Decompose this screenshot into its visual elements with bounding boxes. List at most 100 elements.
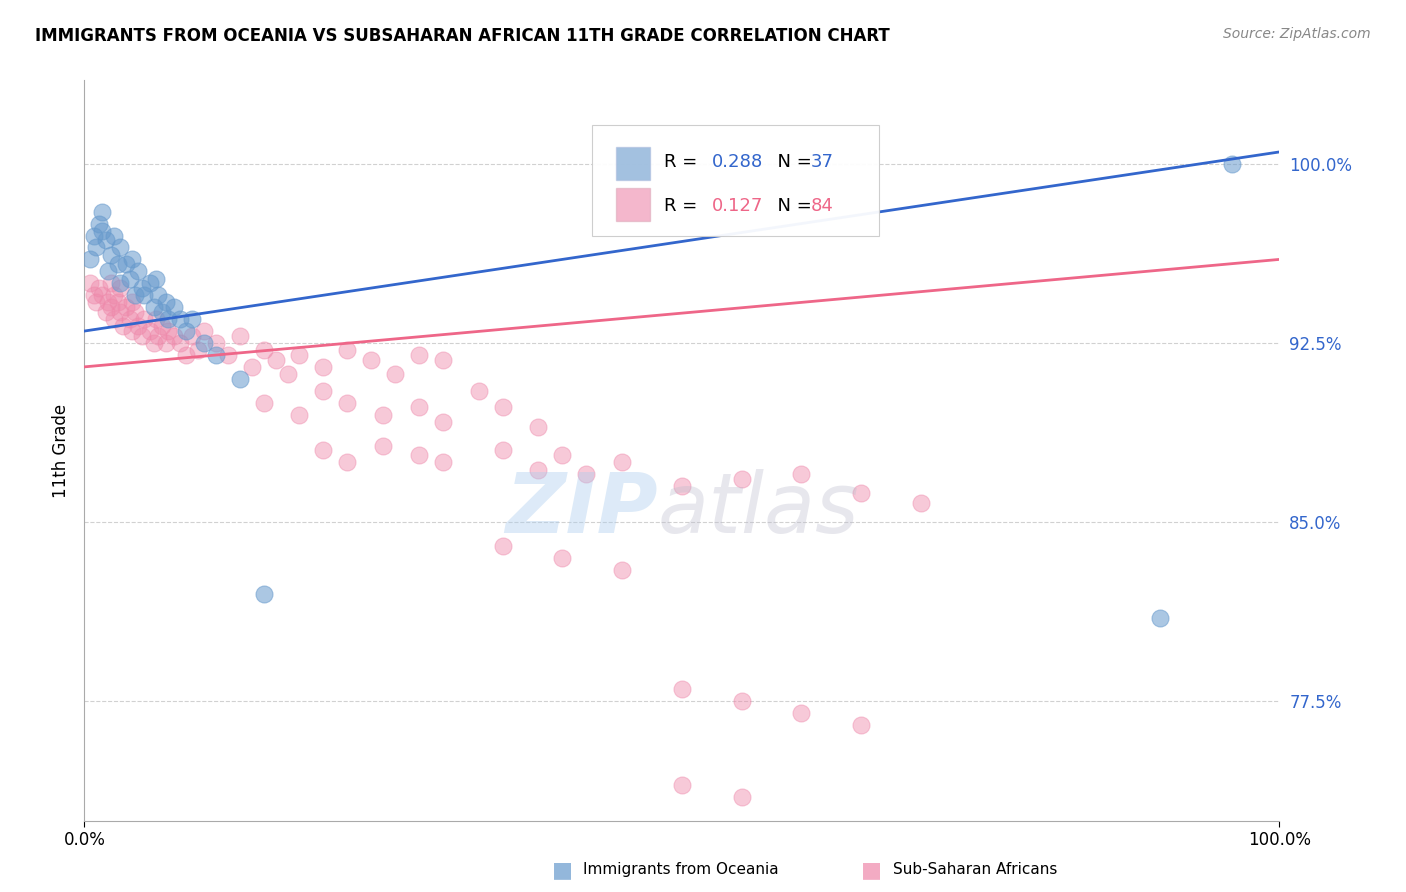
- Point: [181, 312, 204, 326]
- Point: [127, 319, 149, 334]
- Point: [157, 324, 180, 338]
- Text: 0.288: 0.288: [711, 153, 763, 170]
- Point: [155, 295, 177, 310]
- Point: [277, 367, 299, 381]
- Point: [408, 448, 430, 462]
- Point: [91, 288, 114, 302]
- Point: [671, 479, 693, 493]
- Text: 0.127: 0.127: [711, 197, 763, 215]
- Point: [91, 204, 114, 219]
- Text: N =: N =: [766, 153, 817, 170]
- Point: [86, 295, 108, 310]
- Point: [229, 372, 252, 386]
- Point: [360, 352, 382, 367]
- Point: [527, 462, 550, 476]
- Point: [671, 778, 693, 792]
- Point: [851, 486, 873, 500]
- Point: [155, 336, 177, 351]
- Point: [1149, 610, 1171, 624]
- Point: [205, 348, 228, 362]
- Point: [115, 257, 138, 271]
- Point: [103, 288, 125, 302]
- Point: [432, 352, 454, 367]
- Point: [110, 277, 132, 291]
- Point: [111, 319, 134, 334]
- Text: 84: 84: [811, 197, 834, 215]
- Point: [103, 312, 125, 326]
- Point: [107, 257, 129, 271]
- Point: [100, 247, 122, 261]
- Point: [373, 439, 395, 453]
- Point: [94, 305, 117, 319]
- Text: R =: R =: [664, 153, 703, 170]
- Point: [131, 281, 153, 295]
- Y-axis label: 11th Grade: 11th Grade: [52, 403, 70, 498]
- Point: [87, 281, 110, 295]
- Point: [118, 271, 141, 285]
- Point: [527, 419, 550, 434]
- Point: [97, 264, 120, 278]
- Text: 37: 37: [811, 153, 834, 170]
- Text: ■: ■: [862, 860, 882, 880]
- Point: [157, 312, 180, 326]
- Point: [174, 348, 197, 362]
- Point: [181, 328, 204, 343]
- Point: [107, 295, 129, 310]
- Point: [910, 496, 932, 510]
- Point: [79, 277, 101, 291]
- Point: [193, 336, 215, 351]
- Point: [408, 348, 430, 362]
- Point: [83, 228, 105, 243]
- Point: [121, 252, 143, 267]
- Bar: [616, 187, 650, 221]
- Point: [264, 352, 287, 367]
- Point: [408, 401, 430, 415]
- Point: [124, 305, 146, 319]
- Point: [731, 789, 754, 804]
- Point: [132, 288, 156, 302]
- Point: [131, 328, 153, 343]
- Point: [253, 395, 276, 409]
- Point: [612, 455, 634, 469]
- Point: [575, 467, 598, 482]
- Point: [148, 288, 170, 302]
- Point: [163, 328, 186, 343]
- Point: [229, 328, 252, 343]
- Point: [492, 539, 515, 553]
- Point: [432, 415, 454, 429]
- Point: [551, 448, 574, 462]
- Bar: [616, 147, 650, 180]
- Text: Immigrants from Oceania: Immigrants from Oceania: [583, 863, 779, 877]
- Point: [132, 312, 156, 326]
- Point: [145, 271, 167, 285]
- Point: [731, 694, 754, 708]
- Point: [193, 324, 215, 338]
- Point: [336, 395, 359, 409]
- Point: [551, 550, 574, 565]
- Text: IMMIGRANTS FROM OCEANIA VS SUBSAHARAN AFRICAN 11TH GRADE CORRELATION CHART: IMMIGRANTS FROM OCEANIA VS SUBSAHARAN AF…: [35, 27, 890, 45]
- Point: [110, 240, 132, 254]
- Point: [139, 277, 162, 291]
- Point: [142, 336, 165, 351]
- Point: [432, 455, 454, 469]
- Text: atlas: atlas: [658, 469, 859, 550]
- Point: [110, 305, 132, 319]
- Point: [790, 706, 813, 721]
- Point: [94, 233, 117, 247]
- Point: [851, 718, 873, 732]
- Point: [100, 277, 122, 291]
- Point: [142, 300, 165, 314]
- Point: [384, 367, 406, 381]
- Text: Source: ZipAtlas.com: Source: ZipAtlas.com: [1223, 27, 1371, 41]
- Point: [86, 240, 108, 254]
- Point: [150, 305, 173, 319]
- Point: [97, 295, 120, 310]
- Point: [145, 312, 167, 326]
- Point: [103, 228, 125, 243]
- Point: [87, 217, 110, 231]
- Point: [312, 384, 335, 398]
- Point: [139, 324, 162, 338]
- Point: [115, 300, 138, 314]
- Point: [163, 300, 186, 314]
- Point: [731, 472, 754, 486]
